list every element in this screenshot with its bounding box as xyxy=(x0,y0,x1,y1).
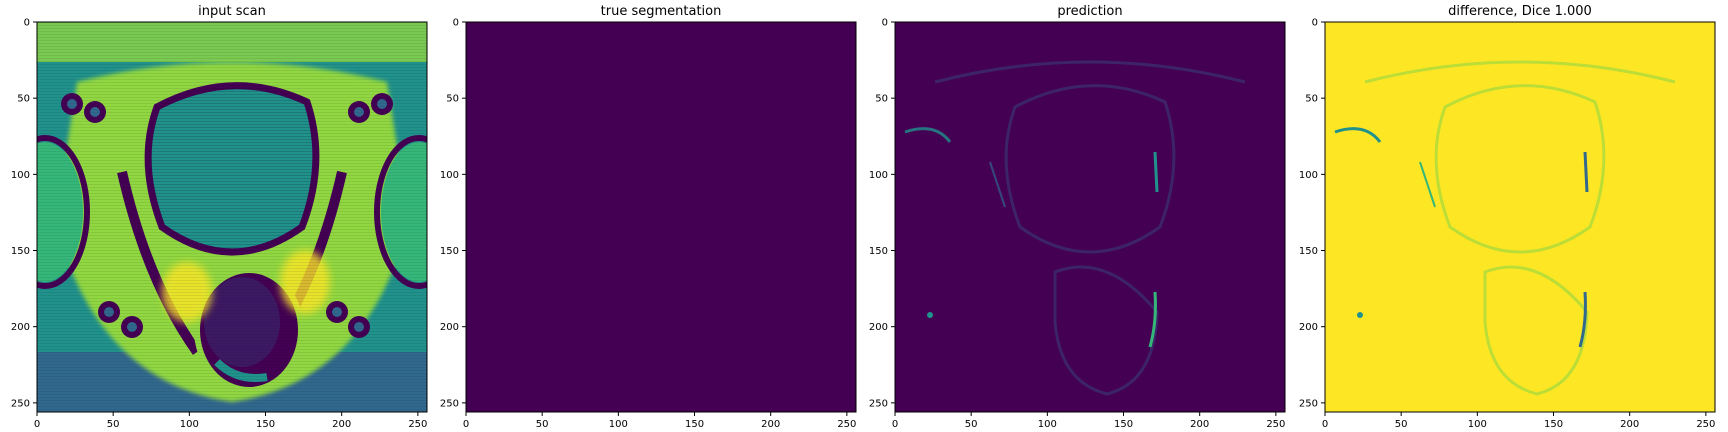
y-tick-label: 0 xyxy=(24,18,30,29)
x-tick-label: 250 xyxy=(1696,419,1715,430)
x-tick-label: 150 xyxy=(1114,419,1133,430)
artifact xyxy=(1583,151,1589,193)
y-tick-label: 100 xyxy=(1299,170,1318,181)
y-tick-label: 50 xyxy=(17,94,30,105)
panel-image xyxy=(37,22,427,412)
x-tick-label: 50 xyxy=(1395,419,1408,430)
panel-title: prediction xyxy=(1057,4,1122,19)
y-tick-label: 200 xyxy=(440,322,459,333)
y-tick-label: 150 xyxy=(869,246,888,257)
x-tick-label: 250 xyxy=(408,419,427,430)
y-tick-label: 100 xyxy=(11,170,30,181)
x-tick-label: 150 xyxy=(1544,419,1563,430)
y-tick-label: 50 xyxy=(446,94,459,105)
axes-frame xyxy=(36,21,428,413)
artifact xyxy=(989,161,1006,208)
y-tick-label: 100 xyxy=(440,170,459,181)
y-tick-label: 200 xyxy=(11,322,30,333)
y-tick-label: 150 xyxy=(1299,246,1318,257)
panel-title: input scan xyxy=(198,4,266,19)
x-tick-label: 0 xyxy=(892,419,898,430)
y-tick-label: 250 xyxy=(1299,398,1318,409)
artifact xyxy=(1578,291,1587,348)
x-tick-label: 0 xyxy=(1322,419,1328,430)
faint-structure xyxy=(1004,84,1176,254)
scan-texture xyxy=(37,22,427,412)
panel-difference: difference, Dice 1.000 0 50 100 150 200 250 0 50… xyxy=(1299,4,1716,430)
faint-structure xyxy=(1364,60,1676,84)
x-tick-label: 0 xyxy=(34,419,40,430)
panel-prediction: prediction 0 50 100 150 200 250 0 50 100 150 200 250 xyxy=(869,4,1286,430)
y-tick-label: 50 xyxy=(875,94,888,105)
x-tick-label: 250 xyxy=(1266,419,1285,430)
panel-title: true segmentation xyxy=(601,4,722,19)
faint-structure xyxy=(934,60,1246,84)
x-tick-label: 100 xyxy=(609,419,628,430)
artifact xyxy=(1334,127,1382,143)
x-tick-label: 50 xyxy=(965,419,978,430)
artifact xyxy=(1153,151,1159,193)
difference-background xyxy=(1325,22,1715,412)
panel-mri: input scan 0 50 100 150 200 250 0 50 100 150 200 250 xyxy=(11,4,428,430)
x-tick-label: 150 xyxy=(256,419,275,430)
x-tick-label: 250 xyxy=(837,419,856,430)
y-tick-label: 0 xyxy=(1312,18,1318,29)
x-tick-label: 50 xyxy=(107,419,120,430)
panel-image xyxy=(466,22,856,412)
x-tick-label: 50 xyxy=(536,419,549,430)
x-tick-label: 200 xyxy=(332,419,351,430)
x-tick-label: 200 xyxy=(761,419,780,430)
y-tick-label: 0 xyxy=(882,18,888,29)
y-tick-label: 250 xyxy=(440,398,459,409)
y-tick-label: 150 xyxy=(440,246,459,257)
x-tick-label: 200 xyxy=(1190,419,1209,430)
x-tick-label: 100 xyxy=(1468,419,1487,430)
x-tick-label: 0 xyxy=(463,419,469,430)
x-tick-label: 200 xyxy=(1620,419,1639,430)
y-tick-label: 200 xyxy=(1299,322,1318,333)
segmentation-background xyxy=(466,22,856,412)
panel-title: difference, Dice 1.000 xyxy=(1448,4,1592,19)
artifact xyxy=(1148,291,1157,348)
artifact xyxy=(904,127,952,143)
x-tick-label: 100 xyxy=(1038,419,1057,430)
artifact xyxy=(1419,161,1436,208)
artifact xyxy=(1357,312,1363,318)
prediction-background xyxy=(895,22,1285,412)
y-tick-label: 100 xyxy=(869,170,888,181)
panel-image xyxy=(1325,22,1715,412)
panel-empty: true segmentation 0 50 100 150 200 250 0 50 100 15… xyxy=(440,4,857,430)
y-tick-label: 200 xyxy=(869,322,888,333)
axes-frame xyxy=(894,21,1286,413)
faint-structure xyxy=(1483,265,1589,396)
y-tick-label: 0 xyxy=(453,18,459,29)
y-tick-label: 50 xyxy=(1305,94,1318,105)
y-tick-label: 250 xyxy=(11,398,30,409)
axes-frame xyxy=(465,21,857,413)
axes-frame xyxy=(1324,21,1716,413)
y-tick-label: 250 xyxy=(869,398,888,409)
y-tick-label: 150 xyxy=(11,246,30,257)
artifact xyxy=(927,312,933,318)
x-tick-label: 150 xyxy=(685,419,704,430)
x-tick-label: 100 xyxy=(180,419,199,430)
faint-structure xyxy=(1434,84,1606,254)
panel-image xyxy=(895,22,1285,412)
faint-structure xyxy=(1053,265,1159,396)
